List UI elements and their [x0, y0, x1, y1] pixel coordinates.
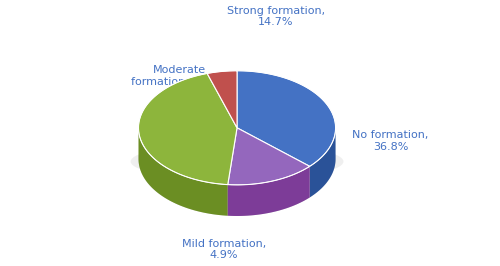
- Text: No formation,
36.8%: No formation, 36.8%: [352, 130, 429, 152]
- Ellipse shape: [130, 143, 344, 180]
- Text: Moderate
formation, 43.6%: Moderate formation, 43.6%: [130, 65, 228, 87]
- Polygon shape: [310, 129, 336, 197]
- Ellipse shape: [138, 102, 336, 216]
- Polygon shape: [207, 71, 237, 128]
- Text: Strong formation,
14.7%: Strong formation, 14.7%: [227, 6, 325, 27]
- Polygon shape: [228, 128, 310, 185]
- Polygon shape: [237, 71, 336, 166]
- Polygon shape: [138, 128, 228, 216]
- Polygon shape: [138, 73, 237, 185]
- Polygon shape: [228, 166, 310, 216]
- Text: Mild formation,
4.9%: Mild formation, 4.9%: [182, 239, 266, 260]
